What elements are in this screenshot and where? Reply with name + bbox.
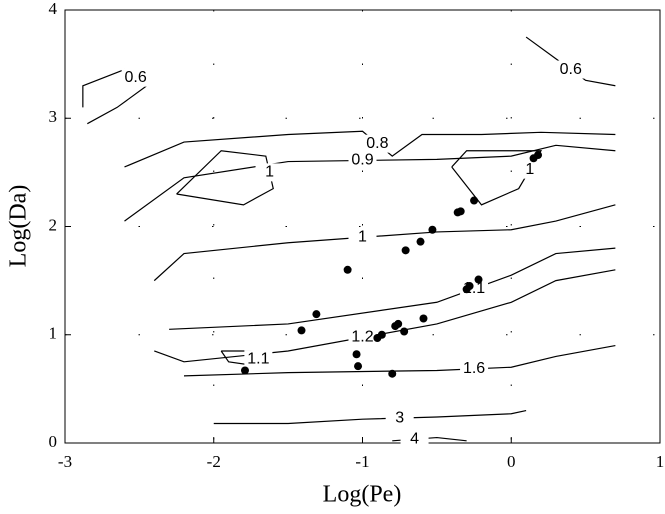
contour-label-bg — [121, 68, 150, 87]
data-point — [465, 282, 474, 291]
data-point — [401, 246, 410, 255]
contour-label: 0.9 — [351, 152, 373, 169]
x-tick-label: 1 — [656, 452, 665, 471]
data-point — [394, 319, 403, 328]
data-point — [312, 310, 321, 319]
data-point — [400, 327, 409, 336]
x-tick-label: -3 — [58, 452, 72, 471]
contour-label-bg — [460, 359, 489, 378]
contour-label-bg — [244, 350, 273, 369]
data-point — [474, 275, 483, 284]
contour-label-bg — [348, 328, 377, 347]
data-point — [354, 362, 363, 371]
data-point — [534, 151, 543, 160]
contour-label: 1 — [525, 161, 534, 178]
data-point — [428, 225, 437, 234]
contour-label: 1.6 — [463, 360, 485, 377]
contour-line — [153, 204, 616, 282]
contour-label-bg — [400, 430, 429, 449]
contour-line — [154, 269, 616, 363]
y-tick-label: 3 — [49, 107, 58, 126]
contour-label-bg — [348, 151, 377, 170]
data-point — [419, 314, 428, 323]
x-tick-label: -1 — [355, 452, 369, 471]
contour-label-bg — [385, 409, 414, 428]
plot-area — [64, 9, 661, 444]
contour-label: 1 — [358, 229, 367, 246]
x-tick-label: 0 — [507, 452, 516, 471]
contour-label: 3 — [395, 409, 404, 426]
data-point — [343, 265, 352, 274]
data-point — [416, 237, 425, 246]
y-tick-label: 1 — [49, 324, 58, 343]
data-point — [377, 330, 386, 339]
contour-label: 0.6 — [125, 69, 147, 86]
y-tick-label: 2 — [49, 215, 58, 234]
data-point — [388, 369, 397, 378]
data-point — [240, 366, 249, 375]
data-point — [352, 350, 361, 359]
contour-label: 0.6 — [560, 61, 582, 78]
y-tick-label: 0 — [49, 432, 58, 451]
contour-label-bg — [348, 228, 377, 247]
contour-line — [124, 130, 616, 168]
contour-line — [124, 144, 616, 222]
contour-label: 1.1 — [247, 350, 269, 367]
contour-label: 0.8 — [366, 135, 388, 152]
x-axis-label: Log(Pe) — [323, 482, 402, 508]
contour-label-bg — [363, 134, 392, 153]
data-point — [456, 207, 465, 216]
y-axis-label: Log(Da) — [6, 185, 32, 268]
contour-label-bg — [255, 163, 284, 182]
data-point — [470, 196, 479, 205]
contour-label: 1 — [265, 164, 274, 181]
contour-label: 4 — [410, 430, 419, 447]
x-tick-label: -2 — [207, 452, 221, 471]
contour-label: 1.2 — [351, 329, 373, 346]
y-tick-label: 4 — [49, 0, 58, 18]
contour-label-bg — [515, 160, 544, 179]
data-point — [297, 326, 306, 335]
contour-label-bg — [556, 60, 585, 79]
